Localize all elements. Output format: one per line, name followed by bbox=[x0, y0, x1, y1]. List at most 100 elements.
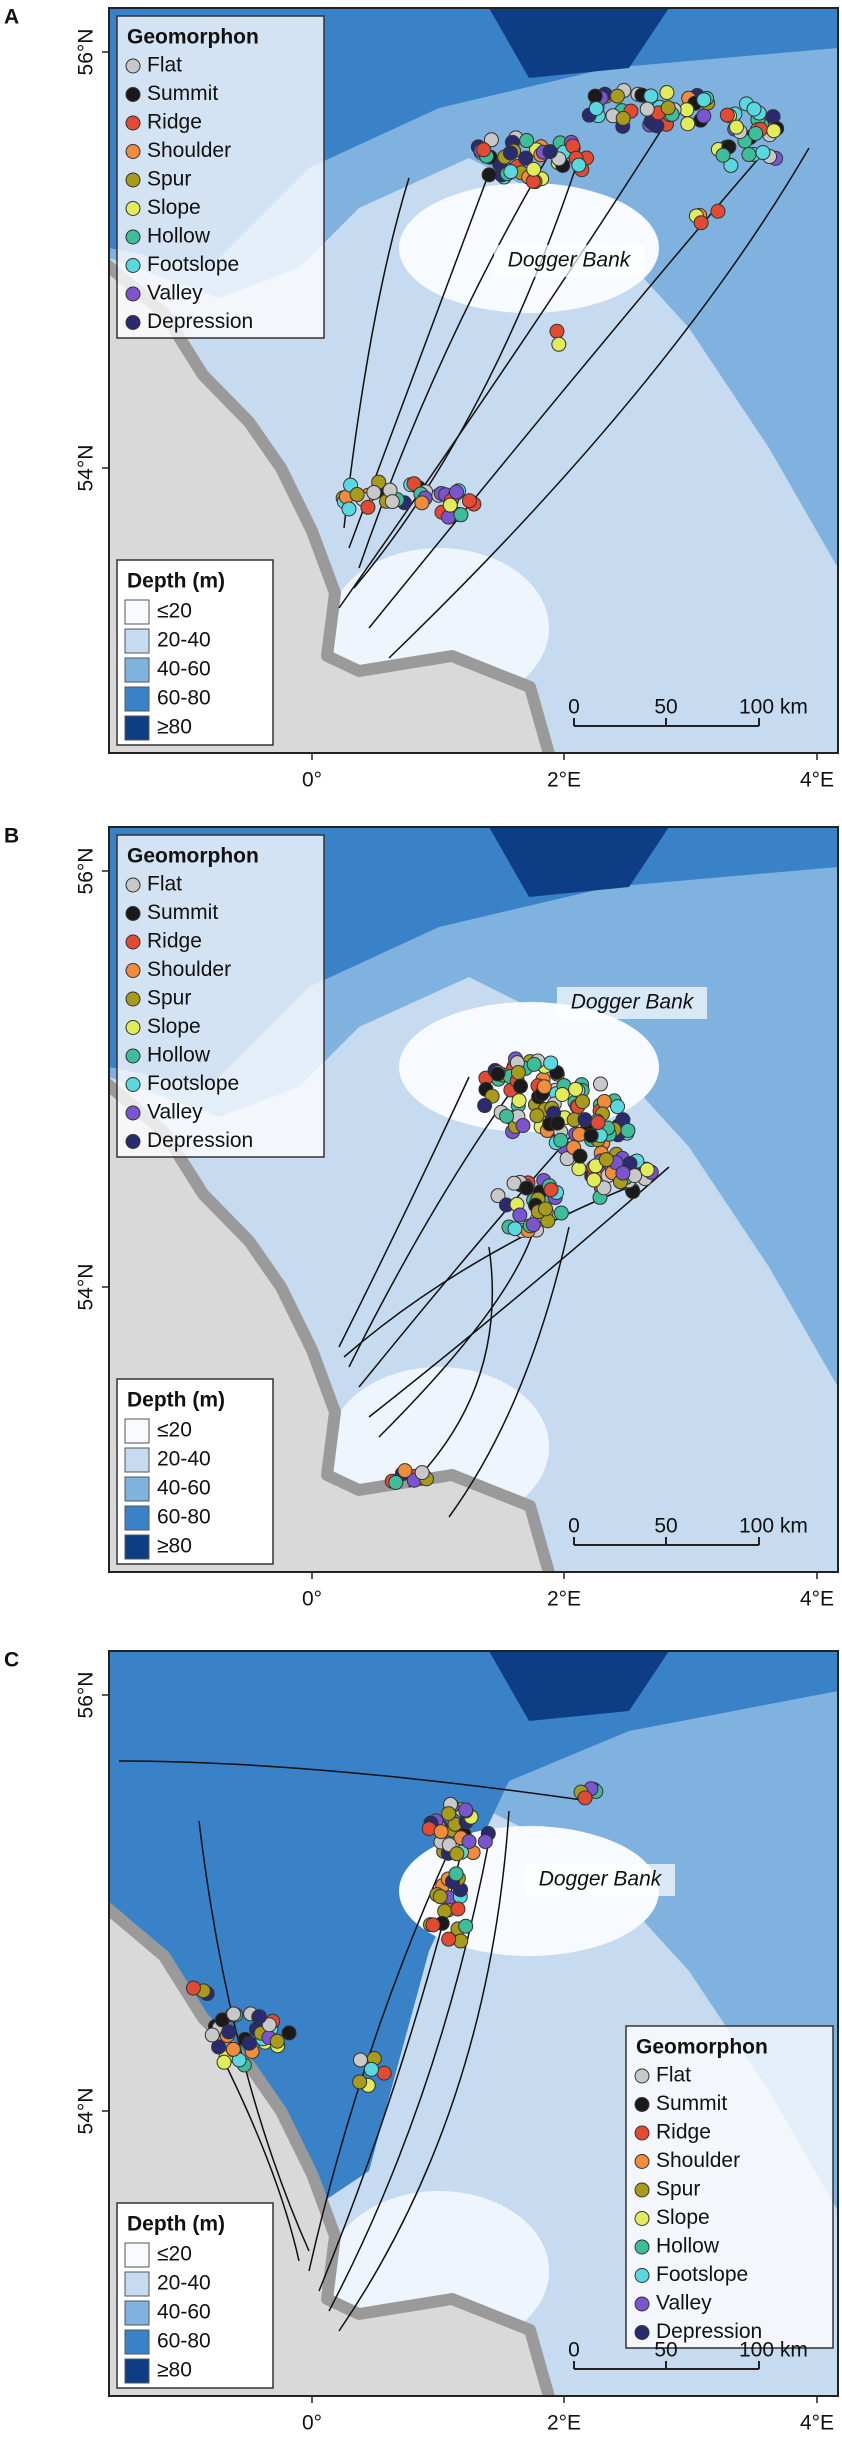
legend-label: Summit bbox=[656, 2092, 727, 2115]
legend-label: 20-40 bbox=[157, 1448, 211, 1471]
annotation: Dogger Bank bbox=[539, 1868, 663, 1891]
location-point bbox=[397, 1463, 413, 1479]
location-point bbox=[226, 2006, 242, 2022]
location-point bbox=[433, 1824, 449, 1840]
location-point bbox=[549, 323, 565, 339]
location-point bbox=[525, 1217, 541, 1233]
x-tick-label: 4°E bbox=[800, 769, 834, 792]
location-point bbox=[615, 110, 631, 126]
location-point bbox=[490, 1188, 506, 1204]
legend-swatch bbox=[125, 315, 141, 330]
legend-label: ≤20 bbox=[157, 2243, 192, 2266]
location-point bbox=[225, 2041, 241, 2057]
annotation-bg bbox=[494, 245, 644, 277]
location-point bbox=[388, 1474, 404, 1490]
location-point bbox=[553, 1132, 569, 1148]
legend-swatch bbox=[125, 877, 141, 893]
location-point bbox=[518, 150, 534, 166]
track bbox=[118, 1760, 590, 1802]
legend-box bbox=[116, 15, 325, 339]
location-point bbox=[432, 1889, 448, 1905]
legend-swatch bbox=[125, 1105, 141, 1121]
location-point bbox=[620, 1122, 636, 1138]
location-point bbox=[251, 2009, 267, 2025]
track bbox=[338, 1810, 510, 2332]
legend-box bbox=[116, 834, 325, 1158]
location-point bbox=[510, 1064, 526, 1080]
location-point bbox=[553, 1205, 569, 1221]
y-tick-label: 54°N bbox=[75, 2088, 98, 2135]
track bbox=[358, 1126, 580, 1388]
location-point bbox=[577, 1112, 593, 1128]
track bbox=[318, 1820, 470, 2292]
annotation-bg bbox=[525, 1864, 675, 1896]
location-point bbox=[719, 107, 735, 123]
location-point bbox=[536, 1079, 552, 1095]
legend-label: ≤20 bbox=[157, 1419, 192, 1442]
location-point bbox=[458, 1918, 474, 1934]
legend-title: Geomorphon bbox=[127, 845, 259, 868]
legend-swatch bbox=[634, 2268, 650, 2283]
location-point bbox=[269, 2033, 285, 2049]
map-panel: Dogger Bank Geomorphon Flat Summit Ridge Shou… bbox=[75, 826, 839, 1611]
legend-swatch bbox=[634, 2182, 650, 2198]
legend-swatch bbox=[125, 172, 141, 188]
legend-swatch bbox=[634, 2068, 650, 2084]
track bbox=[338, 1076, 470, 1348]
legend-swatch bbox=[125, 1134, 141, 1149]
legend-swatch bbox=[125, 1020, 141, 1035]
location-point bbox=[680, 116, 696, 132]
annotation-bg bbox=[557, 987, 707, 1019]
location-point bbox=[715, 147, 731, 163]
location-point bbox=[449, 484, 465, 500]
sea-depth bbox=[109, 1651, 838, 2211]
location-point bbox=[458, 1802, 474, 1818]
legend-swatch bbox=[124, 686, 150, 712]
location-point bbox=[537, 1201, 553, 1217]
location-point bbox=[693, 215, 709, 231]
location-point bbox=[755, 145, 771, 161]
location-point bbox=[512, 1207, 528, 1223]
location-point bbox=[449, 1846, 465, 1862]
legend-swatch bbox=[124, 1505, 150, 1531]
legend-swatch bbox=[125, 1048, 141, 1064]
location-point bbox=[543, 1055, 559, 1071]
location-point bbox=[529, 1108, 545, 1124]
scale-label: 50 bbox=[654, 1515, 677, 1538]
location-point bbox=[414, 1465, 430, 1481]
location-point bbox=[476, 142, 492, 158]
legend-label: Depression bbox=[656, 2320, 762, 2343]
location-point bbox=[483, 132, 499, 148]
legend-label: Valley bbox=[147, 1101, 203, 1124]
location-point bbox=[696, 108, 712, 124]
location-point bbox=[281, 2025, 297, 2041]
legend-swatch bbox=[125, 229, 141, 245]
panel-label: A bbox=[4, 6, 19, 29]
panel-label: C bbox=[4, 1649, 19, 1672]
legend-swatch bbox=[125, 906, 141, 921]
x-tick-label: 4°E bbox=[800, 1588, 834, 1611]
legend-swatch bbox=[125, 58, 141, 74]
x-tick-label: 2°E bbox=[547, 1588, 581, 1611]
location-point bbox=[515, 1118, 531, 1134]
x-tick-label: 0° bbox=[302, 769, 322, 792]
legend-label: Shoulder bbox=[147, 139, 231, 162]
location-point bbox=[577, 1790, 593, 1806]
map-frame bbox=[108, 1650, 839, 2397]
legend-swatch bbox=[634, 2239, 650, 2255]
legend-title: Geomorphon bbox=[127, 26, 259, 49]
location-point bbox=[748, 126, 764, 142]
location-point bbox=[481, 167, 497, 183]
sea-depth bbox=[489, 8, 669, 78]
location-point bbox=[519, 133, 535, 149]
legend-swatch bbox=[634, 2097, 650, 2112]
legend-swatch bbox=[124, 715, 150, 741]
location-point bbox=[723, 157, 739, 173]
location-point bbox=[216, 2054, 232, 2070]
legend-label: Shoulder bbox=[147, 958, 231, 981]
location-point bbox=[543, 1182, 559, 1198]
scale-label: 0 bbox=[568, 1515, 580, 1538]
legend-swatch bbox=[124, 1534, 150, 1560]
location-point bbox=[587, 88, 603, 104]
